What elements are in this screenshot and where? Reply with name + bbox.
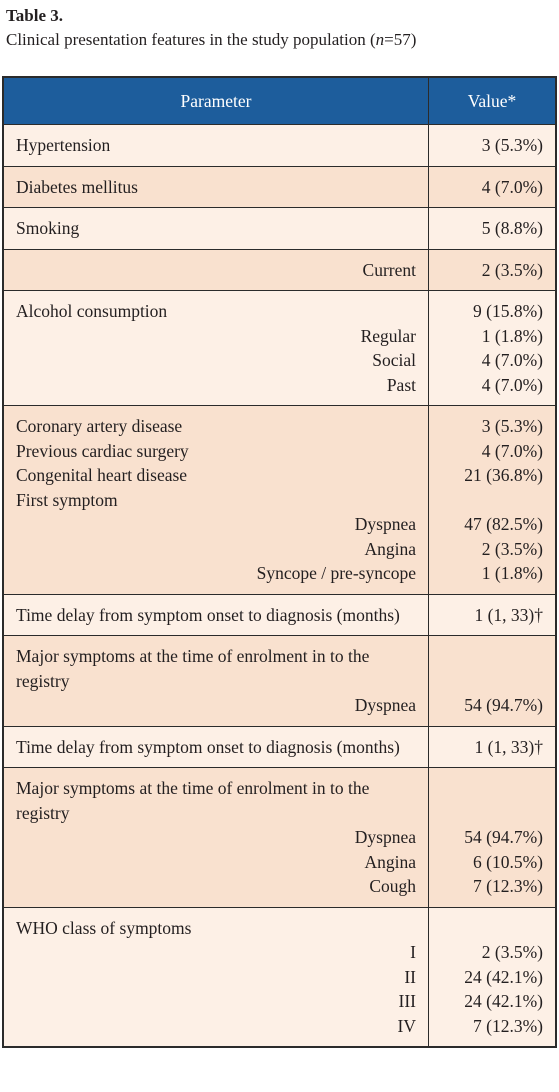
parameter-cell: Hypertension	[2, 124, 429, 166]
parameter-cell: Past	[2, 372, 429, 406]
table-row: Alcohol consumption 9 (15.8%)	[2, 290, 557, 324]
table-row: Cough 7 (12.3%)	[2, 874, 557, 907]
table-caption: Clinical presentation features in the st…	[6, 30, 416, 50]
parameter-cell: Major symptoms at the time of enrolment …	[2, 767, 429, 825]
table-title: Table 3.	[6, 6, 64, 25]
parameter-cell: III	[2, 989, 429, 1014]
parameter-cell: Smoking	[2, 207, 429, 249]
value-cell	[428, 487, 557, 512]
value-cell: 24 (42.1%)	[428, 964, 557, 989]
value-cell: 47 (82.5%)	[428, 512, 557, 537]
value-cell: 2 (3.5%)	[428, 536, 557, 561]
table-row: Time delay from symptom onset to diagnos…	[2, 593, 557, 636]
table-row: Regular 1 (1.8%)	[2, 323, 557, 348]
table-row: III 24 (42.1%)	[2, 989, 557, 1014]
value-cell: 7 (12.3%)	[428, 1013, 557, 1047]
table-row: Time delay from symptom onset to diagnos…	[2, 725, 557, 768]
value-cell	[428, 635, 557, 693]
table-row: Dyspnea 54 (94.7%)	[2, 693, 557, 726]
value-cell: 24 (42.1%)	[428, 989, 557, 1014]
header-cell: Parameter	[2, 76, 429, 125]
caption-italic: n	[375, 30, 385, 49]
table-row: Past 4 (7.0%)	[2, 372, 557, 406]
table-row: Smoking 5 (8.8%)	[2, 207, 557, 249]
parameter-cell: Social	[2, 348, 429, 373]
value-cell: 1 (1, 33)†	[428, 593, 557, 636]
table-row: Coronary artery disease 3 (5.3%)	[2, 405, 557, 439]
value-cell	[428, 906, 557, 940]
parameter-cell: Cough	[2, 874, 429, 907]
parameter-cell: II	[2, 964, 429, 989]
table-body: Hypertension 3 (5.3%) Diabetes mellitus 4 (…	[2, 124, 557, 1047]
parameter-cell: Coronary artery disease	[2, 405, 429, 439]
header-row: Parameter Value*	[2, 76, 557, 125]
parameter-cell: Dyspnea	[2, 693, 429, 726]
data-table: Parameter Value* Hypertension 3 (5.3%) Dia…	[2, 76, 557, 1048]
table-row: Current 2 (3.5%)	[2, 248, 557, 291]
parameter-cell: Congenital heart disease	[2, 463, 429, 488]
table-row: IV 7 (12.3%)	[2, 1013, 557, 1047]
parameter-cell: WHO class of symptoms	[2, 906, 429, 940]
value-cell: 5 (8.8%)	[428, 207, 557, 249]
value-cell: 3 (5.3%)	[428, 124, 557, 166]
parameter-cell: Diabetes mellitus	[2, 165, 429, 208]
value-cell: 54 (94.7%)	[428, 693, 557, 726]
table-row: Social 4 (7.0%)	[2, 348, 557, 373]
value-cell: 2 (3.5%)	[428, 248, 557, 291]
parameter-cell: Time delay from symptom onset to diagnos…	[2, 725, 429, 768]
table-row: First symptom	[2, 487, 557, 512]
table-row: Congenital heart disease 21 (36.8%)	[2, 463, 557, 488]
parameter-cell: First symptom	[2, 487, 429, 512]
table-row: Dyspnea 54 (94.7%)	[2, 825, 557, 850]
header-cell: Value*	[428, 76, 557, 125]
value-cell: 1 (1, 33)†	[428, 725, 557, 768]
table-row: Dyspnea 47 (82.5%)	[2, 512, 557, 537]
parameter-cell: Previous cardiac surgery	[2, 438, 429, 463]
parameter-cell: IV	[2, 1013, 429, 1047]
table-row: Hypertension 3 (5.3%)	[2, 124, 557, 166]
parameter-cell: Dyspnea	[2, 825, 429, 850]
table-row: Previous cardiac surgery 4 (7.0%)	[2, 438, 557, 463]
table-row: Angina 2 (3.5%)	[2, 536, 557, 561]
value-cell: 2 (3.5%)	[428, 940, 557, 965]
parameter-cell: Dyspnea	[2, 512, 429, 537]
table-row: Major symptoms at the time of enrolment …	[2, 767, 557, 825]
value-cell: 7 (12.3%)	[428, 874, 557, 907]
value-cell: 4 (7.0%)	[428, 372, 557, 406]
parameter-cell: I	[2, 940, 429, 965]
parameter-cell: Syncope / pre-syncope	[2, 561, 429, 594]
value-cell: 54 (94.7%)	[428, 825, 557, 850]
value-cell: 21 (36.8%)	[428, 463, 557, 488]
parameter-cell: Angina	[2, 536, 429, 561]
table-row: WHO class of symptoms	[2, 906, 557, 940]
value-cell: 1 (1.8%)	[428, 323, 557, 348]
parameter-cell: Major symptoms at the time of enrolment …	[2, 635, 429, 693]
parameter-cell: Angina	[2, 849, 429, 874]
parameter-cell: Current	[2, 248, 429, 291]
value-cell: 4 (7.0%)	[428, 438, 557, 463]
value-cell: 4 (7.0%)	[428, 165, 557, 208]
value-cell: 4 (7.0%)	[428, 348, 557, 373]
table-row: Diabetes mellitus 4 (7.0%)	[2, 165, 557, 208]
caption-text: =57)	[384, 30, 417, 49]
table-row: Angina 6 (10.5%)	[2, 849, 557, 874]
table-row: Syncope / pre-syncope 1 (1.8%)	[2, 561, 557, 594]
value-cell: 9 (15.8%)	[428, 290, 557, 324]
value-cell: 6 (10.5%)	[428, 849, 557, 874]
parameter-cell: Alcohol consumption	[2, 290, 429, 324]
value-cell	[428, 767, 557, 825]
value-cell: 3 (5.3%)	[428, 405, 557, 439]
parameter-cell: Time delay from symptom onset to diagnos…	[2, 593, 429, 636]
parameter-cell: Regular	[2, 323, 429, 348]
caption-text: Clinical presentation features in the st…	[6, 30, 376, 49]
value-cell: 1 (1.8%)	[428, 561, 557, 594]
table-row: II 24 (42.1%)	[2, 964, 557, 989]
table-row: Major symptoms at the time of enrolment …	[2, 635, 557, 693]
